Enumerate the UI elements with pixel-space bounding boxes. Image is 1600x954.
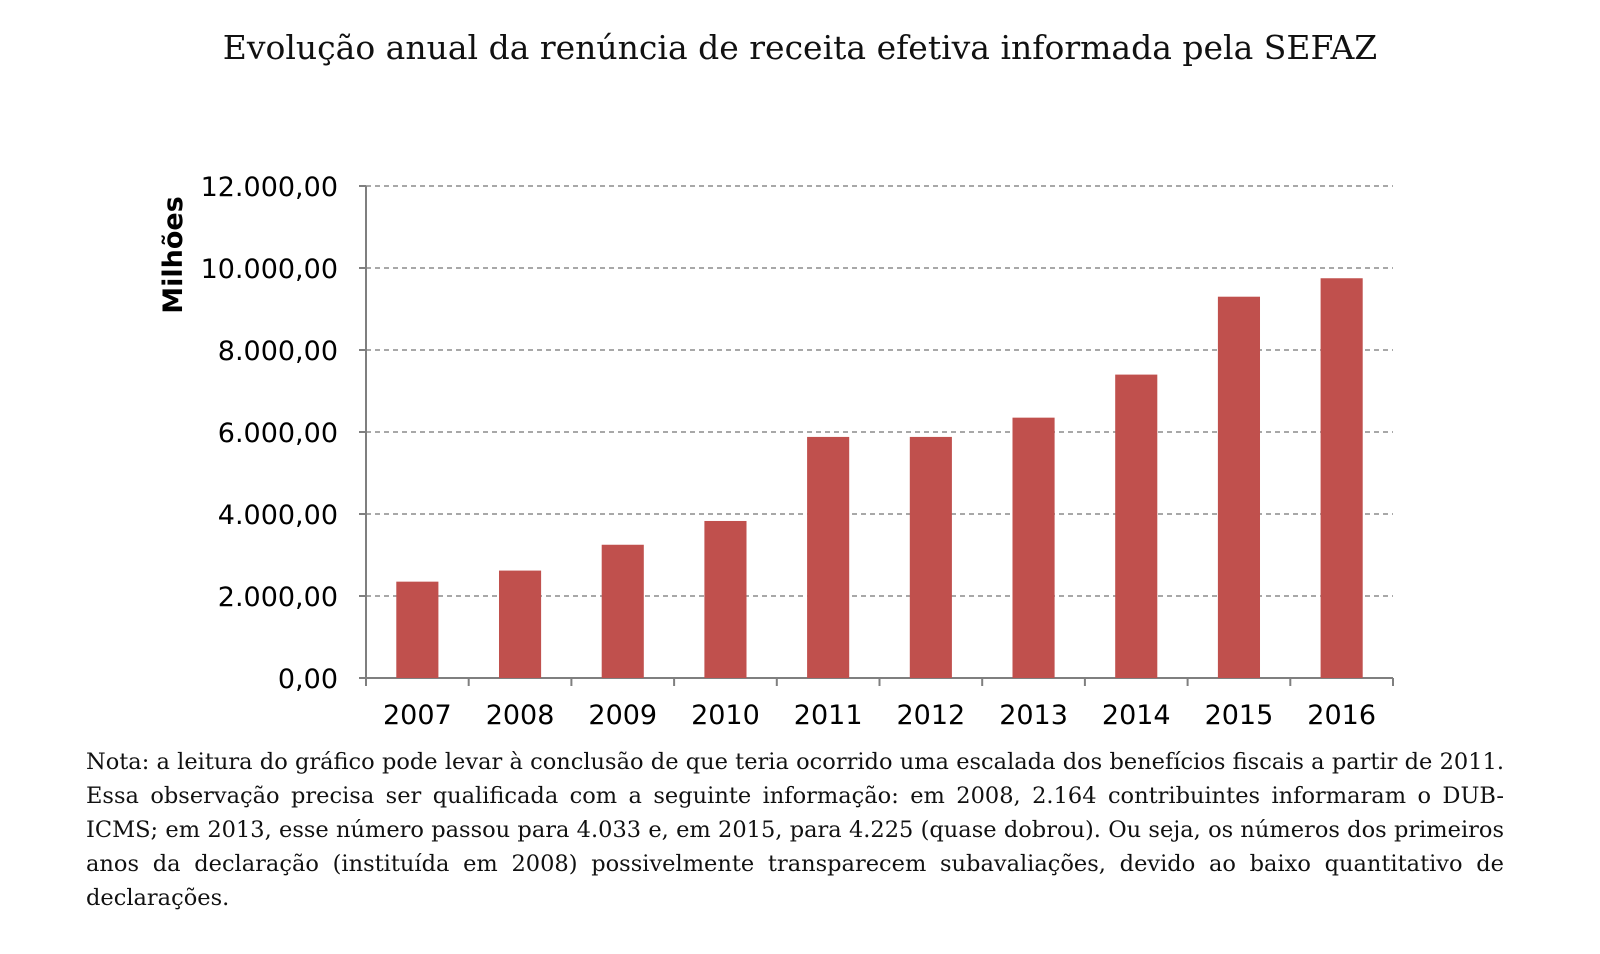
y-tick-labels: 0,00 2.000,00 4.000,00 6.000,00 8.000,00 10.0…	[201, 172, 338, 695]
y-tick-label: 12.000,00	[201, 172, 338, 203]
x-tick-label: 2014	[1102, 700, 1171, 731]
bar	[704, 520, 747, 678]
x-tick-label: 2009	[588, 700, 657, 731]
x-tick-label: 2010	[691, 700, 760, 731]
x-tick-label: 2015	[1205, 700, 1274, 731]
bars	[396, 278, 1363, 678]
y-tick-label: 10.000,00	[201, 254, 338, 285]
bar	[601, 544, 644, 678]
x-tick-label: 2008	[486, 700, 555, 731]
bar	[909, 436, 952, 678]
bar	[498, 570, 542, 678]
bar	[1217, 296, 1261, 678]
y-tick-label: 2.000,00	[218, 582, 338, 613]
y-tick-label: 0,00	[278, 664, 338, 695]
y-tick-label: 8.000,00	[218, 336, 338, 367]
bar	[1320, 278, 1363, 678]
x-tick-label: 2012	[896, 700, 965, 731]
bar	[807, 436, 850, 678]
y-tick-label: 4.000,00	[218, 500, 338, 531]
chart-note: Nota: a leitura do gráfico pode levar à …	[86, 749, 1504, 911]
bar	[1012, 417, 1055, 678]
x-tick-label: 2007	[383, 700, 452, 731]
y-tick-label: 6.000,00	[218, 418, 338, 449]
x-tick-label: 2011	[794, 700, 863, 731]
x-tick-label: 2013	[999, 700, 1068, 731]
chart-title: Evolução anual da renúncia de receita ef…	[222, 28, 1378, 67]
x-tick-label: 2016	[1307, 700, 1376, 731]
y-axis-label: Milhões	[158, 196, 189, 314]
bar	[396, 581, 439, 678]
x-tick-labels: 2007 2008 2009 2010 2011 2012 2013 2014 2015 2016	[383, 700, 1376, 731]
bar-chart: 0,00 2.000,00 4.000,00 6.000,00 8.000,00 10.0…	[158, 172, 1394, 731]
bar	[1115, 374, 1158, 678]
